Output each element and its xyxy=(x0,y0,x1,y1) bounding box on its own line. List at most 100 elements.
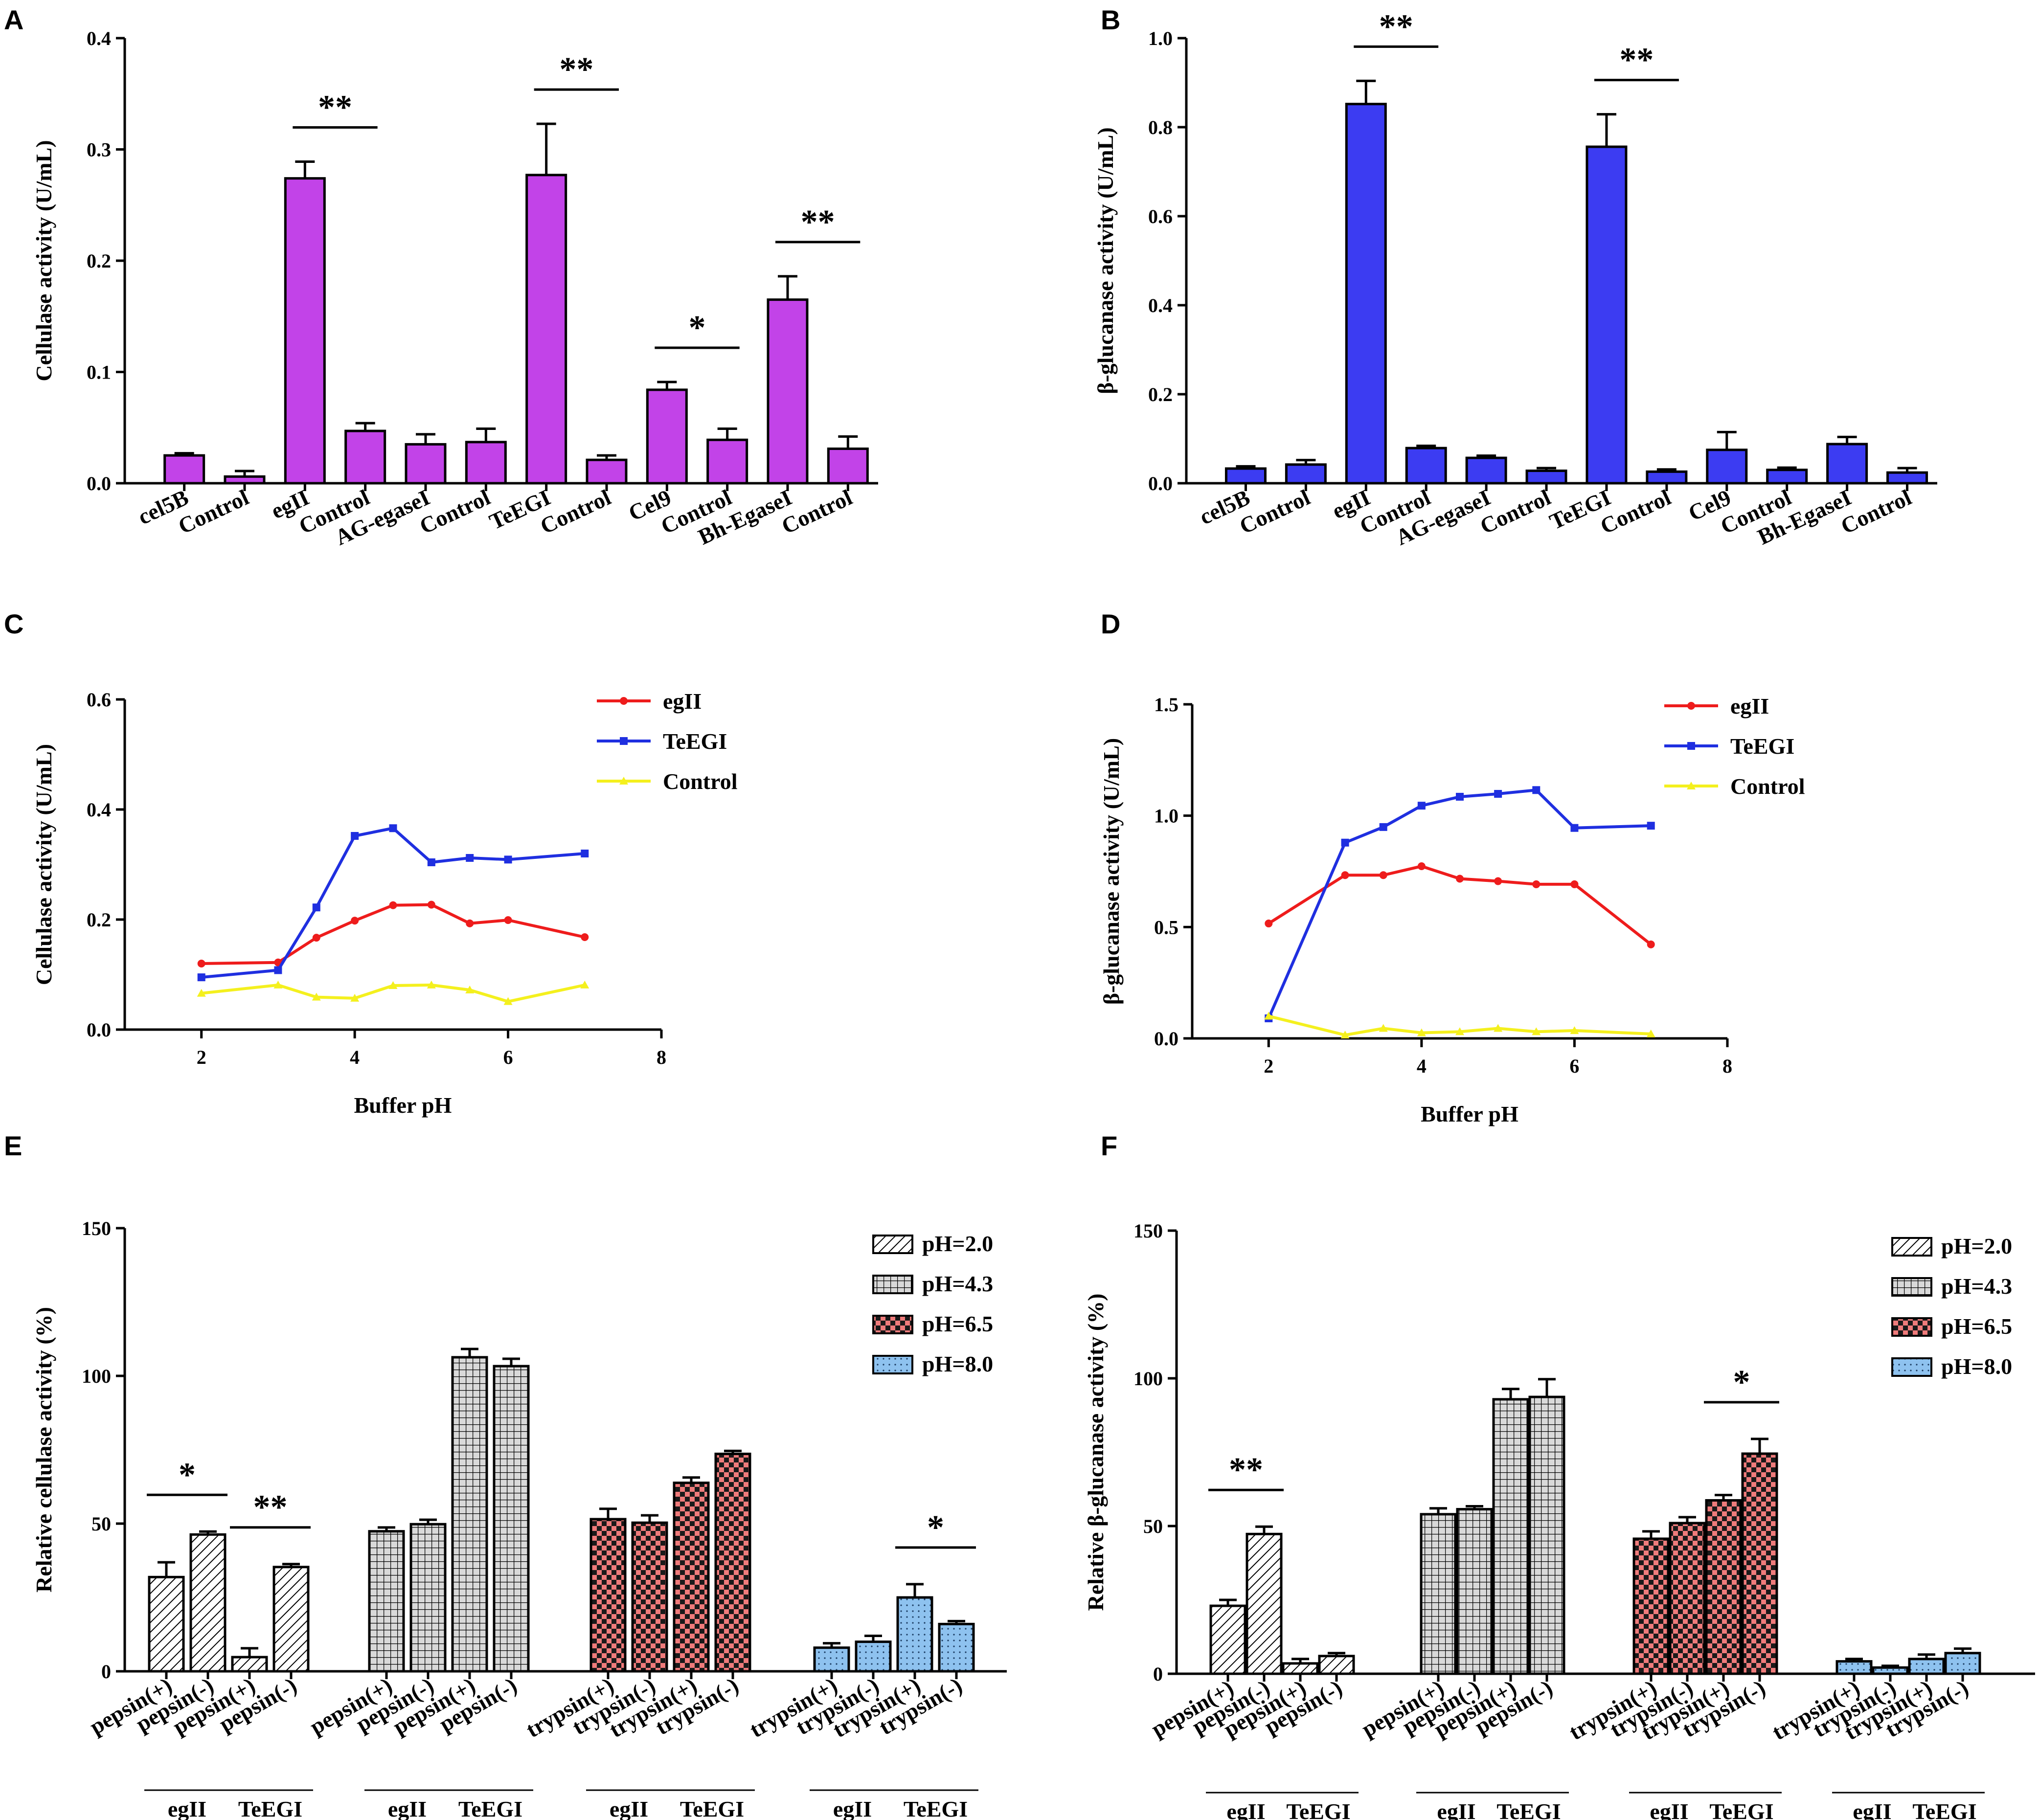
bar xyxy=(813,1646,850,1673)
data-point xyxy=(580,980,589,989)
y-tick-label: 1.5 xyxy=(1154,694,1178,716)
bar xyxy=(855,1640,892,1673)
data-point xyxy=(427,858,435,866)
data-point xyxy=(1647,822,1655,830)
bar xyxy=(631,1521,668,1673)
significance-star: * xyxy=(179,1456,196,1494)
data-point xyxy=(1417,802,1426,810)
data-point xyxy=(1456,875,1464,883)
data-point xyxy=(1647,940,1655,948)
bar xyxy=(1872,1666,1909,1675)
bar xyxy=(1835,1660,1873,1675)
series-line-teegi xyxy=(1267,788,1651,1019)
x-axis-title: Buffer pH xyxy=(354,1093,452,1118)
significance-star: * xyxy=(689,309,706,347)
bar xyxy=(1586,145,1628,485)
data-point xyxy=(197,960,205,967)
legend-marker xyxy=(620,737,628,745)
y-tick-label: 0.6 xyxy=(1148,205,1173,227)
group-name: TeEGI xyxy=(1912,1799,1976,1820)
bar xyxy=(673,1482,710,1673)
bar xyxy=(896,1596,933,1673)
significance-star: ** xyxy=(1619,42,1654,79)
x-tick-label: Control xyxy=(1837,485,1915,539)
bar xyxy=(284,177,326,485)
group-name: egII xyxy=(1650,1799,1688,1820)
panel-label: B xyxy=(1101,4,1120,35)
y-tick-label: 0.5 xyxy=(1154,916,1178,938)
legend-marker xyxy=(1687,702,1695,710)
bar xyxy=(1886,471,1928,485)
y-tick-label: 0.4 xyxy=(1148,294,1173,316)
group-name: TeEGI xyxy=(458,1797,522,1820)
legend-swatch xyxy=(872,1275,913,1294)
group-name: egII xyxy=(1226,1799,1265,1820)
panel-b: B 0.0 0.2 0.4 0.6 0.8 1.0 β-glucanase activity … xyxy=(1093,4,1937,550)
data-point xyxy=(1570,1026,1579,1034)
bar xyxy=(1705,1499,1742,1675)
legend-label: TeEGI xyxy=(1730,734,1794,759)
data-point xyxy=(581,850,589,857)
y-tick-label: 0.2 xyxy=(87,250,111,272)
legend-marker xyxy=(1687,742,1695,750)
group-name: TeEGI xyxy=(680,1797,744,1820)
data-point xyxy=(1341,838,1349,847)
bar xyxy=(1528,1395,1565,1675)
data-point xyxy=(1379,823,1387,831)
y-axis-title: Cellulase activity (U/mL) xyxy=(31,140,56,381)
legend-swatch xyxy=(872,1355,913,1374)
y-tick-label: 0.1 xyxy=(87,361,111,383)
bar xyxy=(1282,1662,1319,1675)
significance-star: ** xyxy=(253,1489,288,1527)
x-tick-label: 8 xyxy=(1722,1055,1732,1077)
panel-label: D xyxy=(1101,608,1120,639)
bar xyxy=(646,388,688,485)
bar xyxy=(767,298,809,485)
legend-swatch xyxy=(1891,1277,1932,1297)
data-point xyxy=(1379,1024,1388,1032)
bar xyxy=(1669,1522,1706,1675)
data-point xyxy=(1532,880,1541,888)
group-name: egII xyxy=(610,1797,648,1820)
y-tick-label: 1.0 xyxy=(1154,805,1178,827)
bar xyxy=(1525,470,1567,485)
legend-label: pH=2.0 xyxy=(922,1231,993,1256)
group-name: egII xyxy=(168,1797,206,1820)
panel-label: A xyxy=(4,4,23,35)
y-tick-label: 0.4 xyxy=(87,799,111,821)
x-tick-label: Control xyxy=(1236,485,1314,539)
y-axis-title: β-glucanase activity (U/mL) xyxy=(1099,738,1124,1005)
significance-star: ** xyxy=(559,51,593,89)
bar xyxy=(1209,1604,1246,1675)
panel-label: F xyxy=(1101,1130,1117,1161)
bar xyxy=(1741,1452,1778,1675)
y-tick-label: 0.0 xyxy=(87,1019,111,1041)
data-point xyxy=(197,973,205,982)
bar xyxy=(706,438,748,485)
data-point xyxy=(197,989,206,997)
y-tick-label: 0 xyxy=(1153,1663,1163,1685)
x-tick-label: Control xyxy=(174,485,252,539)
data-point xyxy=(350,993,360,1002)
legend-label: pH=2.0 xyxy=(1941,1234,2012,1258)
legend-label: egII xyxy=(1730,694,1769,719)
data-point xyxy=(427,900,435,909)
significance-star: * xyxy=(927,1509,944,1547)
y-tick-label: 0 xyxy=(101,1661,111,1683)
legend-swatch xyxy=(872,1235,913,1254)
x-tick-label: 6 xyxy=(1569,1055,1579,1077)
group-name: egII xyxy=(833,1797,872,1820)
panel-c: C 0.0 0.2 0.4 0.6 Cellulase activity (U/mL) 2 4… xyxy=(4,608,738,1118)
bar xyxy=(224,475,266,485)
bar xyxy=(827,447,869,485)
bar xyxy=(1826,443,1868,485)
data-point xyxy=(465,986,475,993)
x-tick-label: Control xyxy=(778,485,856,539)
bar xyxy=(1632,1537,1670,1675)
group-name: egII xyxy=(1853,1799,1891,1820)
significance-star: ** xyxy=(801,203,835,241)
bar xyxy=(1405,447,1447,485)
panel-label: C xyxy=(4,608,23,639)
bar xyxy=(1420,1513,1457,1675)
